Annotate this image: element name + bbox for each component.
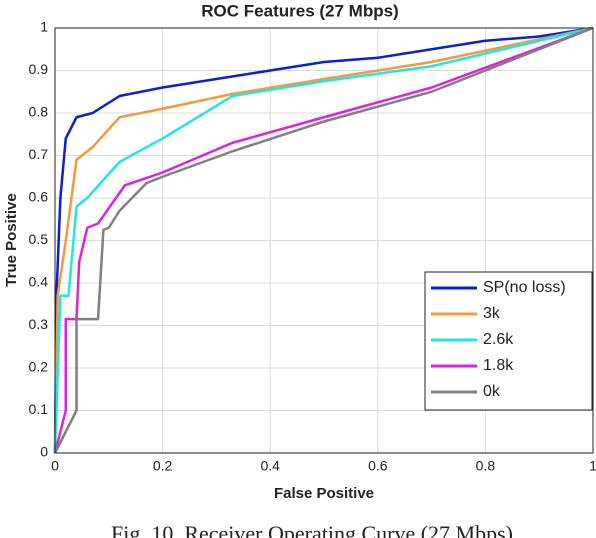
y-axis-label: True Positive (3, 193, 20, 286)
chart-title: ROC Features (27 Mbps) (201, 1, 398, 20)
y-tick-label: 0.6 (29, 189, 49, 205)
x-tick-label: 0 (51, 458, 59, 474)
legend-label: 3k (483, 305, 501, 322)
legend-label: 0k (483, 383, 501, 400)
x-tick-label: 1 (589, 458, 596, 474)
x-tick-label: 0.4 (260, 458, 280, 474)
series-line (53, 26, 594, 454)
x-tick-label: 0.2 (153, 458, 173, 474)
caption: Fig. 10. Receiver Operating Curve (27 Mb… (111, 521, 513, 538)
y-tick-label: 0.2 (29, 359, 49, 375)
y-tick-label: 0.8 (29, 104, 49, 120)
series-line (53, 26, 594, 454)
series-line (53, 26, 594, 454)
series-line (53, 26, 594, 454)
y-tick-label: 0.5 (29, 231, 49, 247)
legend-label: SP(no loss) (483, 279, 566, 296)
y-tick-label: 0.1 (29, 401, 49, 417)
y-tick-label: 0 (40, 444, 48, 460)
x-axis-label: False Positive (274, 485, 374, 502)
y-tick-label: 0.4 (29, 274, 49, 290)
y-tick-label: 1 (40, 19, 48, 35)
y-tick-label: 0.7 (29, 146, 49, 162)
legend-label: 1.8k (483, 357, 514, 374)
plot-frame (54, 27, 594, 454)
y-tick-label: 0.9 (29, 61, 49, 77)
series-line (53, 26, 594, 454)
legend-label: 2.6k (483, 331, 514, 348)
x-tick-label: 0.8 (476, 458, 496, 474)
y-tick-label: 0.3 (29, 316, 49, 332)
x-tick-label: 0.6 (368, 458, 388, 474)
